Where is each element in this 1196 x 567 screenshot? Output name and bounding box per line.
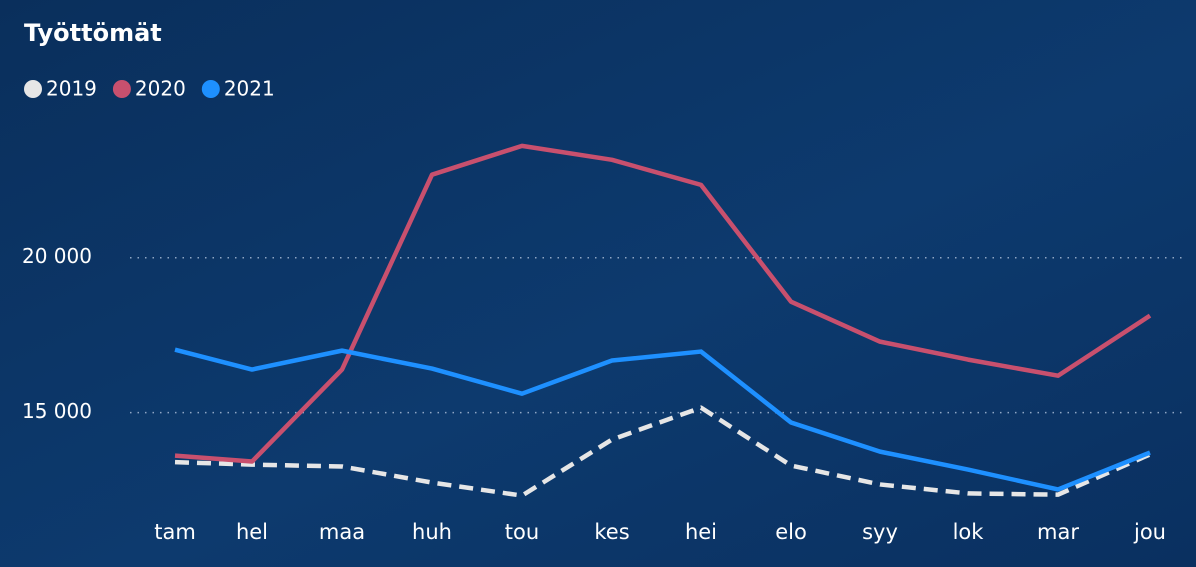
x-tick-label: hei <box>685 520 717 544</box>
x-tick-label: mar <box>1037 520 1079 544</box>
legend-marker <box>201 80 220 98</box>
x-tick-label: elo <box>775 520 807 544</box>
x-tick-label: tam <box>154 520 196 544</box>
x-tick-label: tou <box>505 520 539 544</box>
chart-title: Työttömät <box>24 19 162 47</box>
x-tick-label: lok <box>953 520 985 544</box>
x-tick-label: maa <box>319 520 365 544</box>
legend-label: 2020 <box>135 77 186 101</box>
x-tick-label: jou <box>1133 520 1166 544</box>
legend-marker <box>24 80 42 98</box>
line-series <box>174 143 1152 464</box>
x-tick-label: kes <box>594 520 629 544</box>
y-tick-label: 15 000 <box>22 399 92 423</box>
y-tick-label: 20 000 <box>22 244 92 268</box>
x-tick-label: syy <box>862 520 898 544</box>
legend-marker <box>112 80 131 98</box>
line-series <box>174 347 1151 492</box>
legend-label: 2021 <box>224 77 275 101</box>
x-tick-label: huh <box>412 520 452 544</box>
legend-label: 2019 <box>46 77 97 101</box>
x-tick-label: hel <box>236 520 268 544</box>
